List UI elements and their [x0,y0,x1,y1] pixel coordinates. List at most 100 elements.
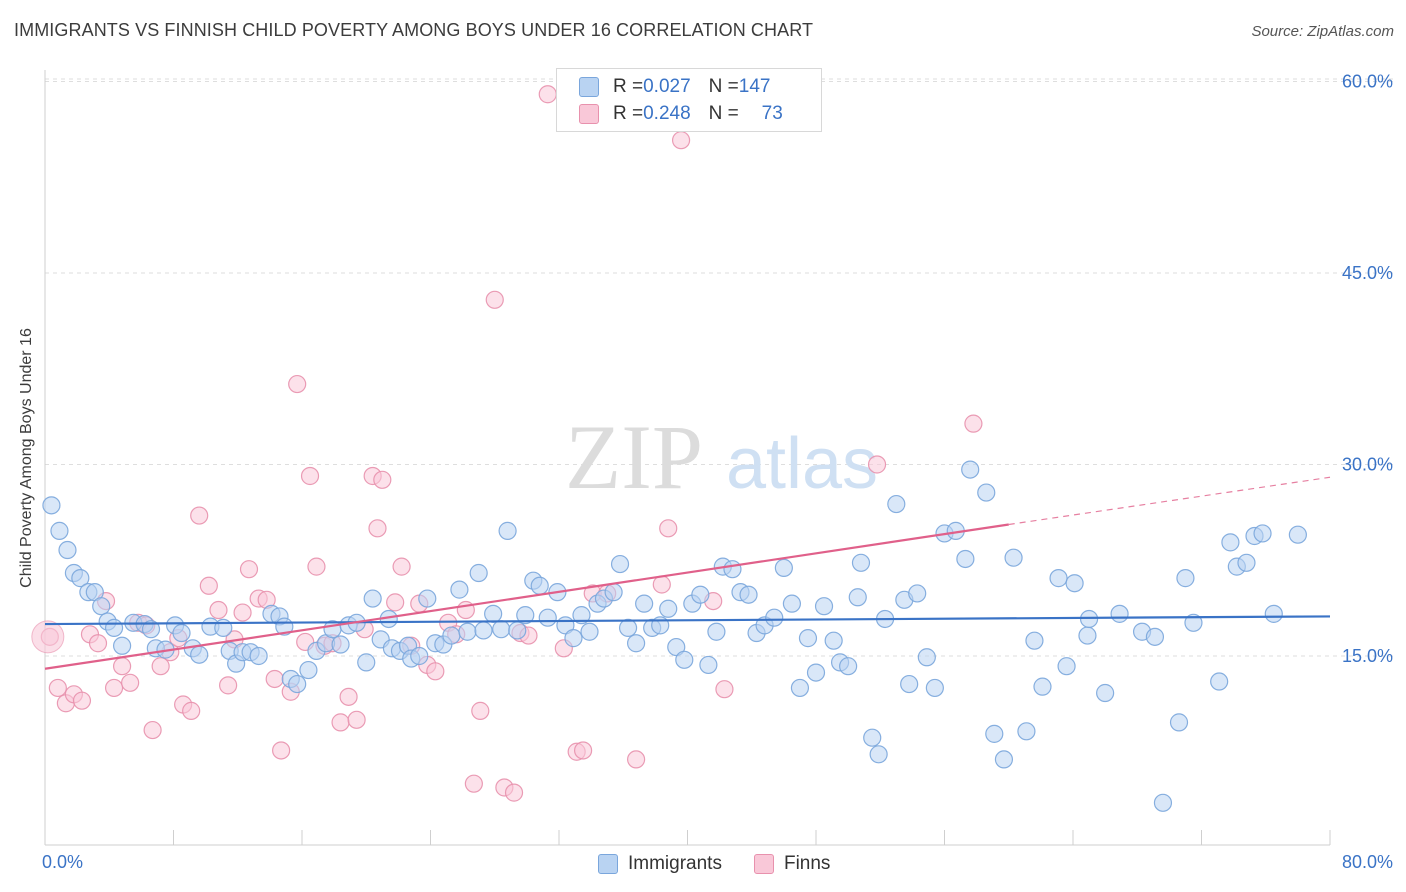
immigrants-point [1145,627,1165,646]
finns-point [72,691,92,710]
immigrants-point [994,750,1014,769]
finns-point [104,678,124,698]
finns-point [392,557,411,576]
immigrants-point [675,650,694,669]
immigrants-point [1017,722,1036,741]
finns-trend-extension [1008,476,1331,526]
immigrants-point [442,626,461,645]
immigrants-point [1110,604,1129,623]
immigrants-point [299,660,318,680]
immigrants-point [848,588,867,607]
finns-point [190,506,209,525]
finns-point [485,290,504,309]
finns-point [199,576,218,595]
immigrants-point [249,646,268,666]
n-value: 147 [738,76,771,97]
immigrants-point [50,521,69,540]
watermark-zip: ZIP [565,406,703,508]
immigrants-point [869,745,888,764]
immigrants-point [564,629,583,648]
legend-label-immigrants: Immigrants [628,853,722,874]
immigrants-point [985,724,1004,743]
immigrants-point [288,674,307,694]
finns-point [88,634,108,653]
immigrants-point [626,634,646,653]
r-label: R = [613,103,644,124]
legend-label-finns: Finns [783,853,831,874]
axes [44,70,1331,846]
finns-point [347,710,366,729]
finns-point [307,557,326,576]
finns-swatch [579,104,599,124]
immigrants-point [331,635,350,654]
r-label: R = [613,76,644,97]
immigrants-point [1184,613,1203,632]
immigrants-point [917,648,936,667]
legend-row-finns: R = 0.248 N = 73 [579,102,783,126]
immigrants-point [357,653,376,672]
finns-point [471,701,490,720]
x-tick-max: 80.0% [1341,852,1393,872]
immigrants-point [824,631,843,650]
immigrants-point [956,549,975,569]
finns-point [368,519,387,538]
immigrants-trend-line [44,615,1331,626]
finns-point [426,662,445,681]
n-value: 73 [761,103,783,124]
finns-point [239,560,259,579]
finns-point [652,575,671,594]
immigrants-point [1078,626,1097,645]
immigrants-point [707,622,726,641]
immigrants-point [1237,553,1256,572]
trend-lines [44,476,1331,670]
immigrants-point [1065,574,1084,593]
immigrants-point [450,580,469,599]
immigrants-point [908,584,927,603]
finns-point [300,466,320,486]
finns-swatch [753,854,774,874]
finns-point [182,701,201,720]
immigrants-point [1221,533,1240,552]
y-tick-label: 30.0% [1342,454,1393,474]
immigrants-point [635,594,654,613]
n-label: N = [708,103,739,124]
immigrants-point [530,576,549,595]
immigrants-point [418,589,437,608]
y-tick-labels: 15.0% 30.0% 45.0% 60.0% [1342,71,1393,666]
immigrants-point [1025,631,1044,650]
immigrants-point [900,674,919,694]
immigrants-point [863,728,882,747]
immigrants-point [484,604,503,623]
immigrants-point [172,623,191,643]
finns-point [288,374,307,394]
finns-point [504,783,524,802]
immigrants-point [699,655,718,675]
immigrants-point [723,560,742,579]
immigrants-point [782,594,802,613]
immigrants-point [925,678,944,698]
finns-point [538,85,557,104]
legend-item-finns: Finns [753,853,831,875]
y-tick-label: 15.0% [1342,646,1393,666]
immigrants-swatch [598,854,618,874]
r-value: 0.027 [643,76,691,97]
finns-point [112,657,132,676]
n-label: N = [708,76,739,97]
finns-point [659,519,678,538]
immigrants-point [538,608,557,627]
y-tick-label: 45.0% [1342,263,1393,283]
finns-point [671,131,691,150]
immigrants-point [977,483,996,502]
legend-item-immigrants: Immigrants [598,853,722,875]
immigrants-point [806,663,826,682]
immigrants-point [1153,793,1173,812]
finns-trend-line [44,523,1009,670]
immigrants-point [765,608,784,627]
immigrants-point [839,657,858,676]
immigrants-point [1264,604,1283,623]
immigrants-point [469,563,488,583]
r-value: 0.248 [643,103,691,124]
immigrants-point [410,646,429,666]
immigrants-point [516,606,535,625]
